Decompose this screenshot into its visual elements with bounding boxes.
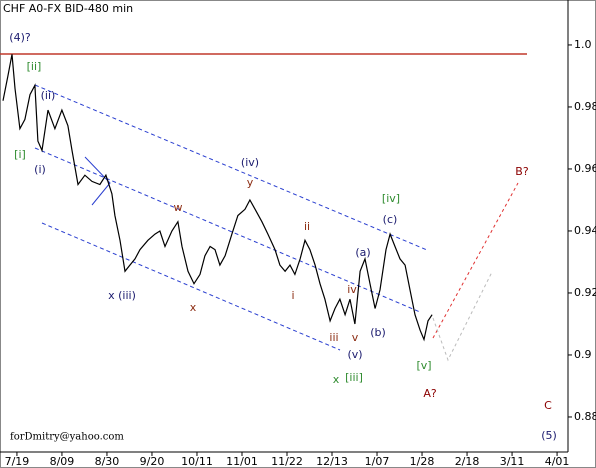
y-tick-label: 0.88 — [574, 410, 596, 423]
y-tick-label: 0.92 — [574, 286, 596, 299]
x-tick-label: 8/09 — [50, 455, 75, 468]
footer: forDmitry@yahoo.com — [10, 432, 124, 443]
wave-label: C — [544, 399, 552, 412]
wave-label: [i] — [14, 148, 26, 161]
channel-top — [34, 84, 428, 251]
wave-label: x (iii) — [108, 289, 136, 302]
wave-label: x — [333, 373, 340, 386]
x-tick-label: 7/19 — [5, 455, 30, 468]
wave-label: i — [291, 289, 294, 302]
wave-label: A? — [423, 387, 437, 400]
wave-label: (5) — [541, 429, 557, 442]
wave-label: (a) — [355, 246, 370, 259]
x-tick-label: 11/22 — [271, 455, 303, 468]
chart-title: CHF A0-FX BID-480 min — [3, 2, 133, 15]
x-tick-label: 11/01 — [226, 455, 258, 468]
wave-label: y — [247, 176, 254, 189]
wave-label: v — [352, 331, 359, 344]
wave-label: [iii] — [345, 371, 363, 384]
x-tick-label: 2/18 — [455, 455, 480, 468]
y-tick-label: 0.94 — [574, 224, 596, 237]
wave-label: [iv] — [382, 192, 400, 205]
wave-label: (ii) — [41, 89, 56, 102]
wave-label: w — [174, 201, 183, 214]
y-tick-label: 0.9 — [574, 348, 592, 361]
x-tick-label: 8/30 — [95, 455, 120, 468]
price-line — [2, 54, 433, 342]
wave-label: (i) — [34, 163, 46, 176]
channel-bottom — [41, 222, 341, 351]
wave-label: (iv) — [241, 156, 259, 169]
triangle-mark — [84, 156, 111, 206]
wave-label: ii — [304, 220, 310, 233]
wave-label: B? — [515, 165, 529, 178]
wave-label: (v) — [347, 348, 362, 361]
wave-label: [ii] — [27, 60, 42, 73]
forecast-alt — [432, 271, 493, 362]
x-tick-label: 1/07 — [365, 455, 390, 468]
x-tick-label: 10/11 — [181, 455, 213, 468]
wave-label: (c) — [383, 213, 398, 226]
x-tick-label: 9/20 — [140, 455, 165, 468]
wave-label: iii — [329, 331, 338, 344]
wave-label: iv — [347, 283, 357, 296]
y-tick-label: 0.96 — [574, 162, 596, 175]
x-tick-label: 4/01 — [545, 455, 570, 468]
x-tick-label: 1/28 — [410, 455, 435, 468]
x-tick-label: 3/11 — [500, 455, 525, 468]
wave-label: x — [190, 301, 197, 314]
y-tick-label: 0.98 — [574, 100, 596, 113]
wave-label: [v] — [416, 359, 431, 372]
y-tick-label: 1.0 — [574, 38, 592, 51]
wave-label: (4)? — [9, 31, 31, 44]
wave-label: (b) — [370, 326, 386, 339]
channel — [34, 84, 428, 351]
x-tick-label: 12/13 — [316, 455, 348, 468]
